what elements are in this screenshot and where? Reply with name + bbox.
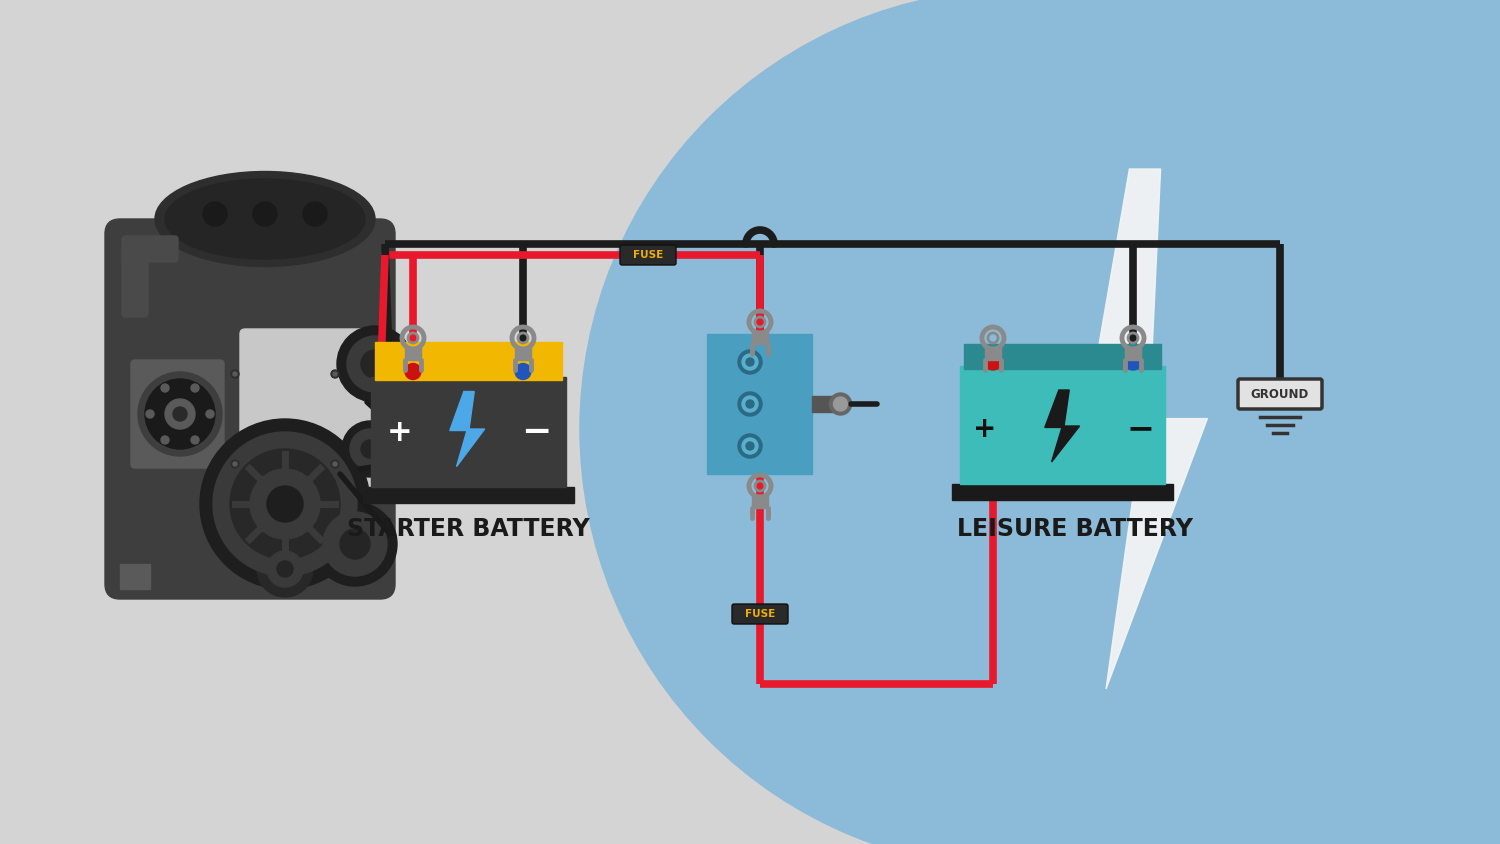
Circle shape [138, 372, 222, 456]
Circle shape [213, 432, 357, 576]
Circle shape [165, 399, 195, 429]
Circle shape [314, 502, 398, 586]
Circle shape [342, 421, 398, 477]
Circle shape [206, 410, 214, 418]
Circle shape [232, 372, 237, 376]
Bar [752, 495, 768, 508]
FancyBboxPatch shape [130, 360, 224, 468]
Circle shape [834, 397, 848, 411]
Bar [708, 334, 813, 474]
Polygon shape [1046, 390, 1080, 462]
Bar [964, 344, 1161, 369]
Circle shape [340, 529, 370, 559]
Ellipse shape [154, 171, 375, 267]
Circle shape [746, 400, 754, 408]
Circle shape [738, 392, 762, 416]
Circle shape [202, 202, 226, 226]
Circle shape [267, 486, 303, 522]
Bar [120, 564, 150, 589]
Text: FUSE: FUSE [633, 250, 663, 260]
Circle shape [231, 370, 238, 378]
Circle shape [362, 350, 388, 378]
FancyBboxPatch shape [732, 604, 788, 624]
Circle shape [172, 407, 188, 421]
Circle shape [190, 436, 200, 444]
Circle shape [254, 202, 278, 226]
Text: FUSE: FUSE [746, 609, 776, 619]
Circle shape [333, 372, 338, 376]
Polygon shape [450, 392, 484, 467]
Bar [813, 396, 834, 412]
Circle shape [986, 354, 1000, 370]
FancyBboxPatch shape [620, 245, 676, 265]
Circle shape [742, 396, 758, 412]
FancyBboxPatch shape [122, 251, 148, 317]
Circle shape [405, 364, 422, 380]
Circle shape [146, 379, 214, 449]
Bar [363, 486, 573, 502]
Circle shape [322, 512, 387, 576]
Circle shape [580, 0, 1460, 844]
Circle shape [346, 336, 404, 392]
Ellipse shape [165, 179, 364, 259]
Bar [1020, 0, 1500, 844]
Circle shape [362, 440, 380, 458]
Circle shape [830, 393, 852, 415]
Circle shape [267, 551, 303, 587]
Circle shape [738, 434, 762, 458]
Circle shape [303, 202, 327, 226]
Circle shape [514, 364, 531, 380]
Circle shape [746, 442, 754, 450]
Circle shape [251, 469, 320, 539]
Bar [752, 331, 768, 344]
Circle shape [338, 326, 412, 402]
FancyBboxPatch shape [1238, 379, 1322, 409]
Circle shape [200, 419, 370, 589]
Circle shape [230, 449, 340, 559]
Circle shape [333, 462, 338, 466]
Circle shape [278, 561, 292, 577]
Circle shape [746, 358, 754, 366]
Text: GROUND: GROUND [1251, 387, 1310, 401]
Text: +: + [974, 415, 996, 443]
Circle shape [350, 429, 390, 469]
Bar [405, 347, 422, 360]
Circle shape [1125, 354, 1142, 370]
Circle shape [232, 462, 237, 466]
Bar [375, 342, 561, 380]
Circle shape [190, 384, 200, 392]
Text: +: + [387, 418, 412, 446]
Bar [986, 347, 1000, 360]
Text: LEISURE BATTERY: LEISURE BATTERY [957, 517, 1192, 541]
Text: STARTER BATTERY: STARTER BATTERY [346, 517, 590, 541]
Circle shape [146, 410, 154, 418]
Text: −: − [1126, 413, 1155, 446]
Bar [1125, 347, 1142, 360]
Bar [952, 484, 1173, 500]
Bar [370, 376, 566, 486]
Polygon shape [1083, 169, 1208, 689]
Circle shape [742, 354, 758, 370]
Circle shape [160, 384, 170, 392]
Circle shape [742, 438, 758, 454]
Circle shape [332, 460, 339, 468]
Circle shape [160, 436, 170, 444]
Text: −: − [520, 415, 550, 449]
Circle shape [231, 460, 238, 468]
Circle shape [738, 350, 762, 374]
Circle shape [256, 541, 313, 597]
Circle shape [332, 370, 339, 378]
FancyBboxPatch shape [105, 219, 394, 599]
FancyBboxPatch shape [240, 329, 380, 489]
Bar [960, 366, 1166, 484]
FancyBboxPatch shape [122, 236, 178, 262]
Bar [514, 347, 531, 360]
